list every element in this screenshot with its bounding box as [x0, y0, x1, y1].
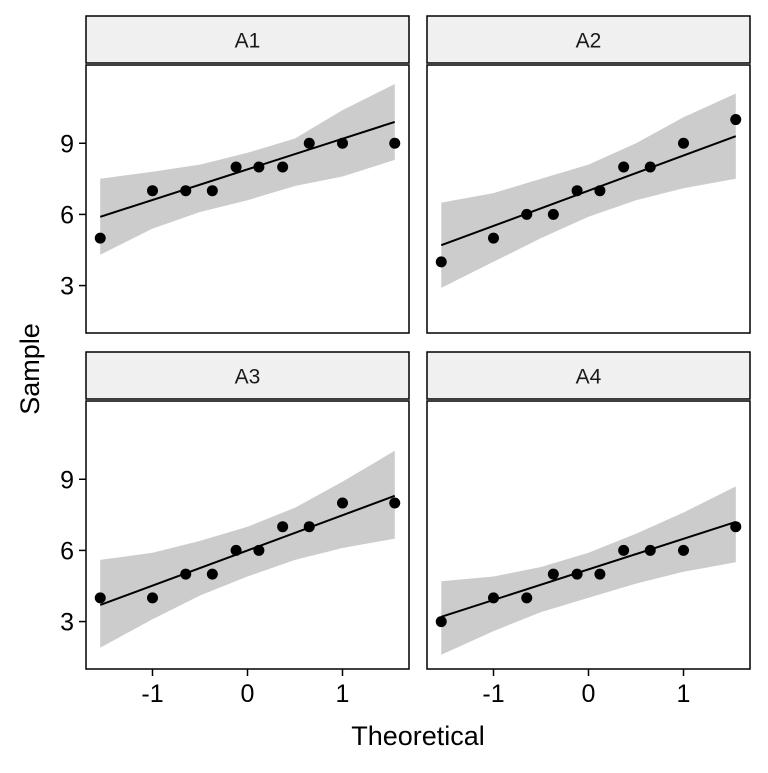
- panel-a3-y-tick-label: 9: [60, 466, 74, 494]
- panel-a3-data-point: [94, 592, 106, 604]
- panel-a1-reference-line: [99, 120, 396, 218]
- panel-a1-data-point: [230, 161, 242, 173]
- panel-a1-y-tick-label: 6: [60, 201, 74, 229]
- panel-a3-data-point: [206, 568, 218, 580]
- panel-a2-title: A2: [576, 30, 602, 53]
- panel-a2-data-point: [571, 185, 583, 197]
- panel-a3-data-point: [230, 544, 242, 556]
- y-axis-label: Sample: [15, 323, 45, 415]
- panel-a4-data-point: [678, 544, 689, 556]
- panel-a3-data-point: [337, 497, 348, 509]
- panel-a1-y-tick-label: 9: [60, 130, 74, 158]
- panel-a2-data-point: [618, 161, 630, 173]
- panel-a4-data-point: [594, 568, 606, 580]
- panel-a2-data-point: [488, 232, 499, 244]
- panel-a2-data-point: [435, 256, 447, 268]
- panel-a3-data-point: [180, 568, 192, 580]
- panel-a4-data-point: [435, 616, 447, 628]
- panel-a4-title: A4: [576, 366, 602, 389]
- panel-a4-data-point: [521, 592, 533, 604]
- panel-a2-data-point: [521, 208, 533, 220]
- panel-a1-data-point: [389, 137, 401, 149]
- panel-a1-data-point: [337, 137, 348, 149]
- panel-a4-x-tick-label: 1: [677, 680, 691, 708]
- panel-a1-data-point: [180, 185, 192, 197]
- panel-a1-data-point: [94, 232, 106, 244]
- panel-a1-y-tick-label: 3: [60, 273, 74, 301]
- panel-a2-data-point: [730, 114, 742, 126]
- panel-a3-confidence-band: [100, 450, 395, 648]
- panel-a3-data-point: [303, 521, 315, 533]
- panel-a1-data-point: [206, 185, 218, 197]
- panel-a4-data-point: [488, 592, 499, 604]
- panel-a1-data-point: [147, 185, 158, 197]
- panel-a1-strip: [85, 15, 410, 64]
- panel-a4-x-tick-label: 0: [582, 680, 596, 708]
- panel-a4-confidence-band: [441, 486, 736, 655]
- panel-a1-border: [85, 64, 410, 334]
- panel-a3-x-tick-label: -1: [141, 680, 163, 708]
- panel-a3-data-point: [147, 592, 158, 604]
- panel-a2-border: [426, 64, 751, 334]
- panel-a1-data-point: [277, 161, 289, 173]
- panel-a4-strip: [426, 351, 751, 400]
- panel-a3-y-tick-label: 3: [60, 609, 74, 637]
- panel-a4-data-point: [618, 544, 630, 556]
- panel-a3-x-tick-label: 0: [241, 680, 255, 708]
- panel-a2-data-point: [678, 137, 689, 149]
- panel-a2-data-point: [594, 185, 606, 197]
- panel-a1-data-point: [253, 161, 265, 173]
- panel-a3-data-point: [389, 497, 401, 509]
- panel-a3-strip: [85, 351, 410, 400]
- panel-a1-data-point: [303, 137, 315, 149]
- panel-a4-data-point: [730, 521, 742, 533]
- panel-a4-x-tick-label: -1: [482, 680, 504, 708]
- panel-a4-data-point: [571, 568, 583, 580]
- panel-a1-title: A1: [235, 30, 261, 53]
- panel-a2-reference-line: [440, 135, 737, 247]
- panel-a2-data-point: [547, 208, 559, 220]
- x-axis-label: Theoretical: [351, 721, 485, 751]
- panel-a3-data-point: [253, 544, 265, 556]
- panel-a4-data-point: [547, 568, 559, 580]
- panel-a3-reference-line: [99, 494, 396, 606]
- panel-a2-data-point: [644, 161, 656, 173]
- panel-a3-y-tick-label: 6: [60, 537, 74, 565]
- panel-a2-strip: [426, 15, 751, 64]
- panel-a3-data-point: [277, 521, 289, 533]
- panel-a4-data-point: [644, 544, 656, 556]
- panel-a3-title: A3: [235, 366, 261, 389]
- panel-a3-x-tick-label: 1: [336, 680, 350, 708]
